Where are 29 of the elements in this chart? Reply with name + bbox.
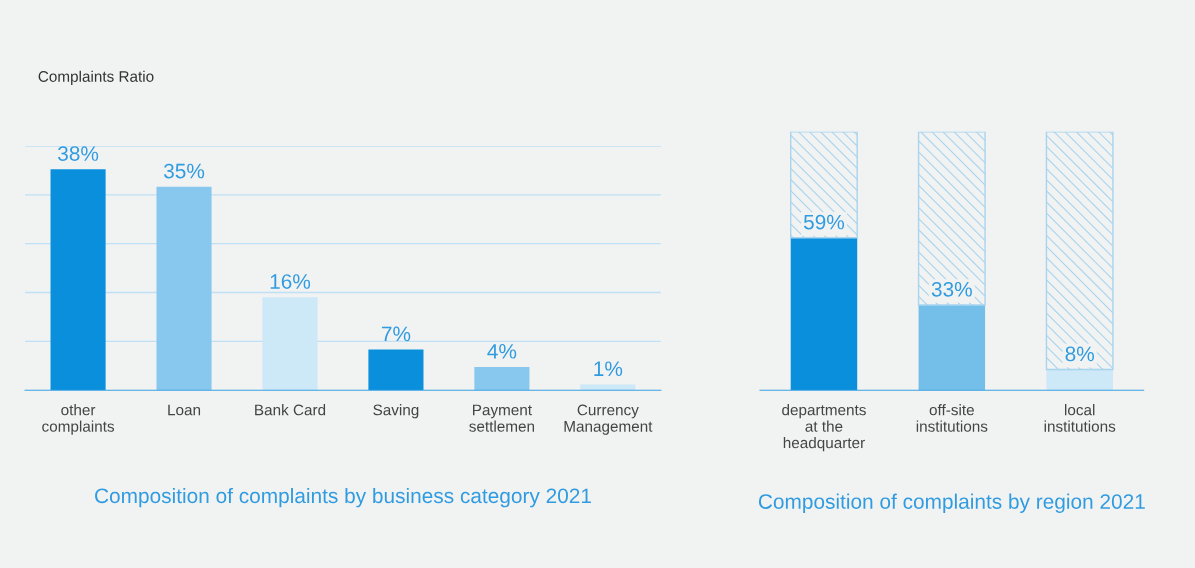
- x-tick-label: Loan: [168, 404, 201, 416]
- bar: [50, 169, 106, 391]
- data-label: 16%: [270, 274, 311, 289]
- bar: [156, 186, 212, 391]
- data-label: 59%: [803, 214, 845, 230]
- bar: [1045, 131, 1114, 371]
- bar: [474, 366, 530, 391]
- data-label: 7%: [381, 326, 411, 342]
- data-label: 1%: [594, 361, 623, 377]
- data-label: 38%: [58, 146, 99, 161]
- x-tick-label: Currency Management: [564, 404, 653, 435]
- x-tick-label: other complaints: [42, 404, 115, 435]
- x-tick-label: Bank Card: [255, 404, 326, 416]
- text: Composition of complaints by region 2021: [758, 493, 1145, 514]
- x-tick-label: Payment settlemen: [469, 404, 535, 432]
- x-tick-label: Saving: [373, 404, 419, 419]
- data-label: 4%: [487, 344, 517, 359]
- data-label: 35%: [163, 163, 205, 179]
- data-label: 33%: [931, 281, 972, 297]
- bar: [262, 297, 318, 391]
- data-label: 8%: [1065, 346, 1094, 362]
- bar: [580, 384, 636, 391]
- x-tick-label: local institutions: [1044, 404, 1116, 432]
- y-axis-title: Complaints Ratio: [38, 70, 154, 85]
- text: Composition of complaints by business category 2021: [95, 487, 591, 508]
- bar: [368, 349, 424, 391]
- bar: [917, 131, 986, 306]
- x-tick-label: departments at the headquarter: [782, 404, 866, 452]
- x-tick-label: off-site institutions: [916, 404, 988, 432]
